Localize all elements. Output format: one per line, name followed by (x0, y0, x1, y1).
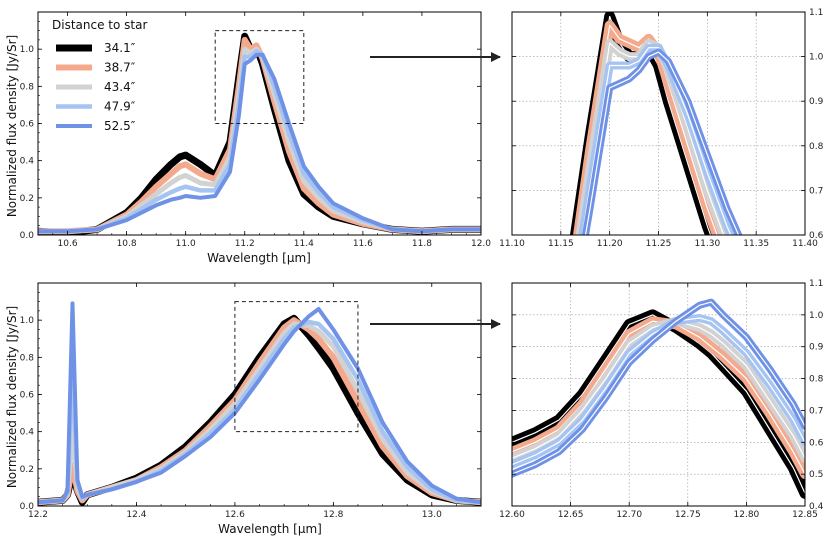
series-group (570, 12, 743, 235)
series-highlight-4 (584, 51, 740, 235)
legend-label-3: 47.9″ (104, 100, 136, 114)
x-tick-label: 12.6 (225, 510, 245, 520)
x-tick-label: 11.15 (548, 239, 574, 249)
y-tick-label: 0.6 (809, 438, 824, 448)
x-tick-label: 11.6 (353, 239, 373, 249)
legend-label-0: 34.1″ (104, 41, 136, 55)
x-tick-label: 12.80 (734, 510, 760, 520)
top-xlabel: Wavelength [μm] (207, 251, 311, 265)
y-tick-label: 0.8 (809, 375, 824, 385)
y-tick-label: 1.1 (809, 8, 823, 18)
top-main-panel: 10.6 10.8 11.0 11.2 11.4 11.6 11.8 12.0 0.0 0.2 0.… (20, 11, 491, 249)
x-tick-label: 11.0 (176, 239, 196, 249)
y-tick-label: 0.4 (809, 502, 824, 512)
y-tick-label: 0.8 (809, 142, 824, 152)
y-tick-label: 0.4 (20, 157, 35, 167)
y-tick-label: 0.8 (20, 82, 35, 92)
bottom-ylabel: Normalized flux density [Jy/Sr] (5, 306, 19, 488)
bottom-xlabel: Wavelength [μm] (218, 522, 322, 536)
x-tick-label: 11.4 (294, 239, 314, 249)
x-tick-label: 10.6 (58, 239, 78, 249)
y-tick-label: 1.0 (20, 45, 35, 55)
legend-label-1: 38.7″ (104, 61, 136, 75)
y-tick-label: 1.0 (809, 53, 824, 63)
y-tick-label: 1.1 (809, 279, 823, 289)
x-tick-label: 11.20 (597, 239, 623, 249)
x-tick-label: 11.8 (412, 239, 432, 249)
zoom-region-box (214, 30, 305, 124)
series-line-3 (38, 48, 481, 234)
series-group (512, 298, 805, 499)
x-tick-label: 13.0 (422, 510, 442, 520)
top-ylabel: Normalized flux density [Jy/Sr] (5, 35, 19, 217)
bottom-main-panel: 12.2 12.4 12.6 12.8 13.0 0.0 0.2 0.4 0.6 0.8 1.0 (20, 282, 482, 520)
series-group (38, 301, 481, 506)
series-line-4 (38, 52, 481, 234)
y-tick-label: 0.2 (20, 194, 34, 204)
y-tick-label: 0.8 (20, 353, 35, 363)
series-highlight-4 (512, 301, 805, 475)
legend-label-4: 52.5″ (104, 119, 136, 133)
y-tick-label: 0.6 (20, 120, 35, 130)
y-tick-label: 1.0 (20, 316, 35, 326)
y-tick-label: 0.7 (809, 186, 823, 196)
series-group (38, 32, 481, 235)
zoom-region-box (234, 301, 359, 433)
x-tick-label: 12.85 (792, 510, 818, 520)
legend: Distance to star 34.1″ 38.7″ 43.4″ 47.9″ 52.… (52, 18, 147, 133)
x-tick-label: 12.8 (323, 510, 343, 520)
y-tick-label: 0.9 (809, 97, 824, 107)
y-tick-label: 0.7 (809, 406, 823, 416)
y-tick-label: 0.5 (809, 470, 823, 480)
x-tick-label: 12.75 (675, 510, 701, 520)
x-tick-label: 12.0 (471, 239, 491, 249)
y-tick-label: 0.0 (20, 502, 35, 512)
legend-label-2: 43.4″ (104, 80, 136, 94)
x-tick-label: 11.35 (743, 239, 769, 249)
x-tick-label: 11.30 (694, 239, 720, 249)
top-inset-panel: 11.10 11.15 11.20 11.25 11.30 11.35 11.400.6 0.… (499, 8, 824, 249)
y-tick-label: 0.6 (20, 391, 35, 401)
x-tick-label: 12.70 (616, 510, 642, 520)
x-tick-label: 11.10 (499, 239, 525, 249)
y-tick-label: 0.6 (809, 231, 824, 241)
series-line-2 (38, 46, 481, 234)
legend-title: Distance to star (52, 18, 147, 32)
x-tick-label: 12.2 (28, 510, 48, 520)
series-highlight-3 (581, 47, 732, 235)
x-tick-label: 11.2 (235, 239, 255, 249)
series-line-1 (572, 20, 723, 235)
y-tick-label: 1.0 (809, 311, 824, 321)
y-tick-label: 0.4 (20, 428, 35, 438)
x-tick-label: 10.8 (117, 239, 137, 249)
y-tick-label: 0.0 (20, 231, 35, 241)
x-tick-label: 12.65 (558, 510, 584, 520)
bottom-inset-panel: 12.60 12.65 12.70 12.75 12.80 12.850.4 0.5 0.6 0… (499, 279, 823, 520)
y-tick-label: 0.9 (809, 343, 824, 353)
y-tick-label: 0.2 (20, 465, 34, 475)
axes-frame (511, 282, 806, 507)
series-highlight-2 (579, 42, 725, 235)
x-tick-label: 11.25 (646, 239, 672, 249)
x-tick-label: 12.60 (499, 510, 525, 520)
series-line-3 (38, 319, 481, 505)
x-tick-label: 11.40 (792, 239, 818, 249)
x-tick-label: 12.4 (126, 510, 146, 520)
